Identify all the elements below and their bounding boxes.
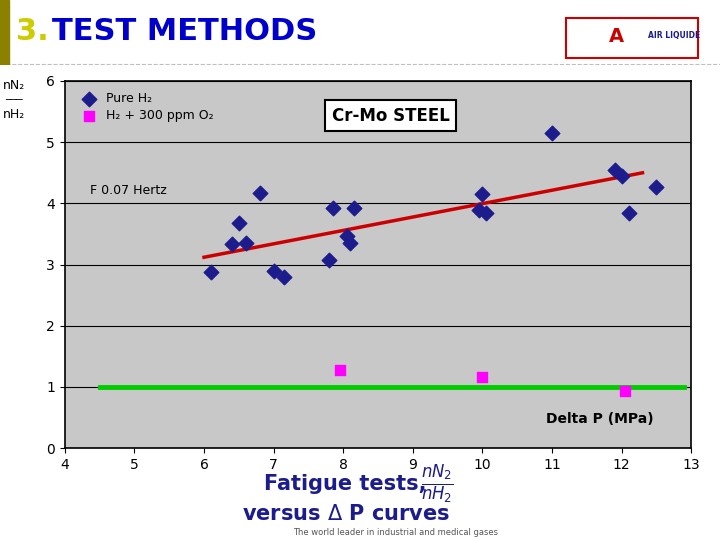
Point — [334, 366, 346, 374]
Text: A: A — [608, 27, 624, 46]
Text: versus $\Delta$ P curves: versus $\Delta$ P curves — [242, 503, 449, 524]
Text: TEST METHODS: TEST METHODS — [52, 17, 317, 45]
Point — [327, 204, 338, 212]
Text: nH₂: nH₂ — [4, 108, 25, 121]
Point — [616, 172, 627, 180]
Point — [477, 372, 488, 381]
Point — [240, 239, 251, 247]
Point — [477, 190, 488, 199]
Point — [254, 188, 266, 197]
Text: Fatigue tests,: Fatigue tests, — [264, 474, 427, 494]
Text: ───: ─── — [6, 95, 23, 105]
Point — [473, 205, 485, 214]
FancyBboxPatch shape — [566, 18, 698, 58]
Text: AIR LIQUIDE: AIR LIQUIDE — [648, 31, 701, 39]
Point — [609, 165, 621, 174]
Point — [623, 208, 634, 217]
Text: 3.: 3. — [16, 17, 48, 45]
Legend: Pure H₂, H₂ + 300 ppm O₂: Pure H₂, H₂ + 300 ppm O₂ — [71, 87, 219, 127]
Point — [233, 219, 245, 227]
Point — [651, 183, 662, 191]
Point — [278, 273, 289, 282]
Text: F 0.07 Hertz: F 0.07 Hertz — [90, 184, 166, 197]
Point — [323, 256, 335, 265]
Point — [341, 232, 353, 240]
Bar — [0, 0, 9, 65]
Point — [546, 129, 558, 137]
Point — [205, 268, 217, 276]
Text: Cr-Mo STEEL: Cr-Mo STEEL — [332, 107, 449, 125]
Text: 29: 29 — [686, 523, 703, 536]
Point — [344, 239, 356, 247]
Point — [268, 267, 279, 275]
Point — [619, 387, 631, 396]
Text: The world leader in industrial and medical gases: The world leader in industrial and medic… — [294, 528, 498, 537]
Text: nN₂: nN₂ — [4, 79, 25, 92]
Point — [348, 204, 359, 213]
Text: Delta P (MPa): Delta P (MPa) — [546, 412, 654, 426]
Point — [480, 208, 492, 217]
Text: $\frac{nN_2}{nH_2}$: $\frac{nN_2}{nH_2}$ — [421, 462, 454, 505]
Point — [226, 240, 238, 249]
